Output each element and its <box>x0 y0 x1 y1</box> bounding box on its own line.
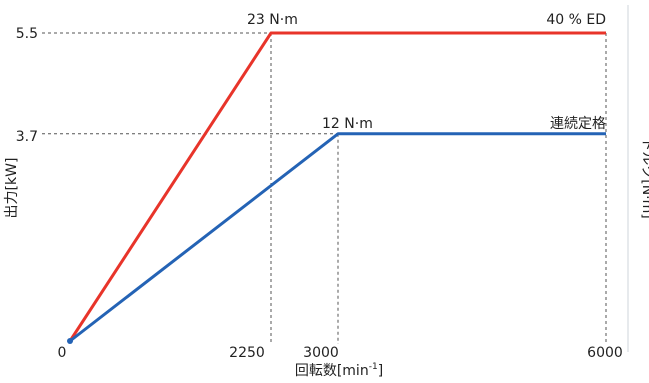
x-tick-label: 3000 <box>303 345 339 361</box>
x-tick-label: 0 <box>58 345 67 361</box>
series-label-continuous: 連続定格 <box>550 115 606 132</box>
y-tick-label: 5.5 <box>16 26 38 42</box>
x-tick-label: 2250 <box>229 345 265 361</box>
series-line <box>68 31 606 342</box>
y2-axis-label: トルク[N·m] <box>639 137 649 218</box>
annotation-label: 12 N·m <box>322 116 373 132</box>
x-axis-label: 回転数[min-1] <box>295 362 383 379</box>
reference-lines <box>42 32 607 344</box>
annotation-label: 23 N·m <box>247 12 298 28</box>
y-axis-label: 出力[kW] <box>4 158 20 219</box>
y-tick-label: 3.7 <box>16 129 38 145</box>
origin-point <box>67 338 73 344</box>
x-tick-label: 6000 <box>587 345 623 361</box>
series-layer <box>67 31 606 344</box>
series-label-40-ed: 40 % ED <box>546 12 606 28</box>
series-line <box>69 132 606 343</box>
